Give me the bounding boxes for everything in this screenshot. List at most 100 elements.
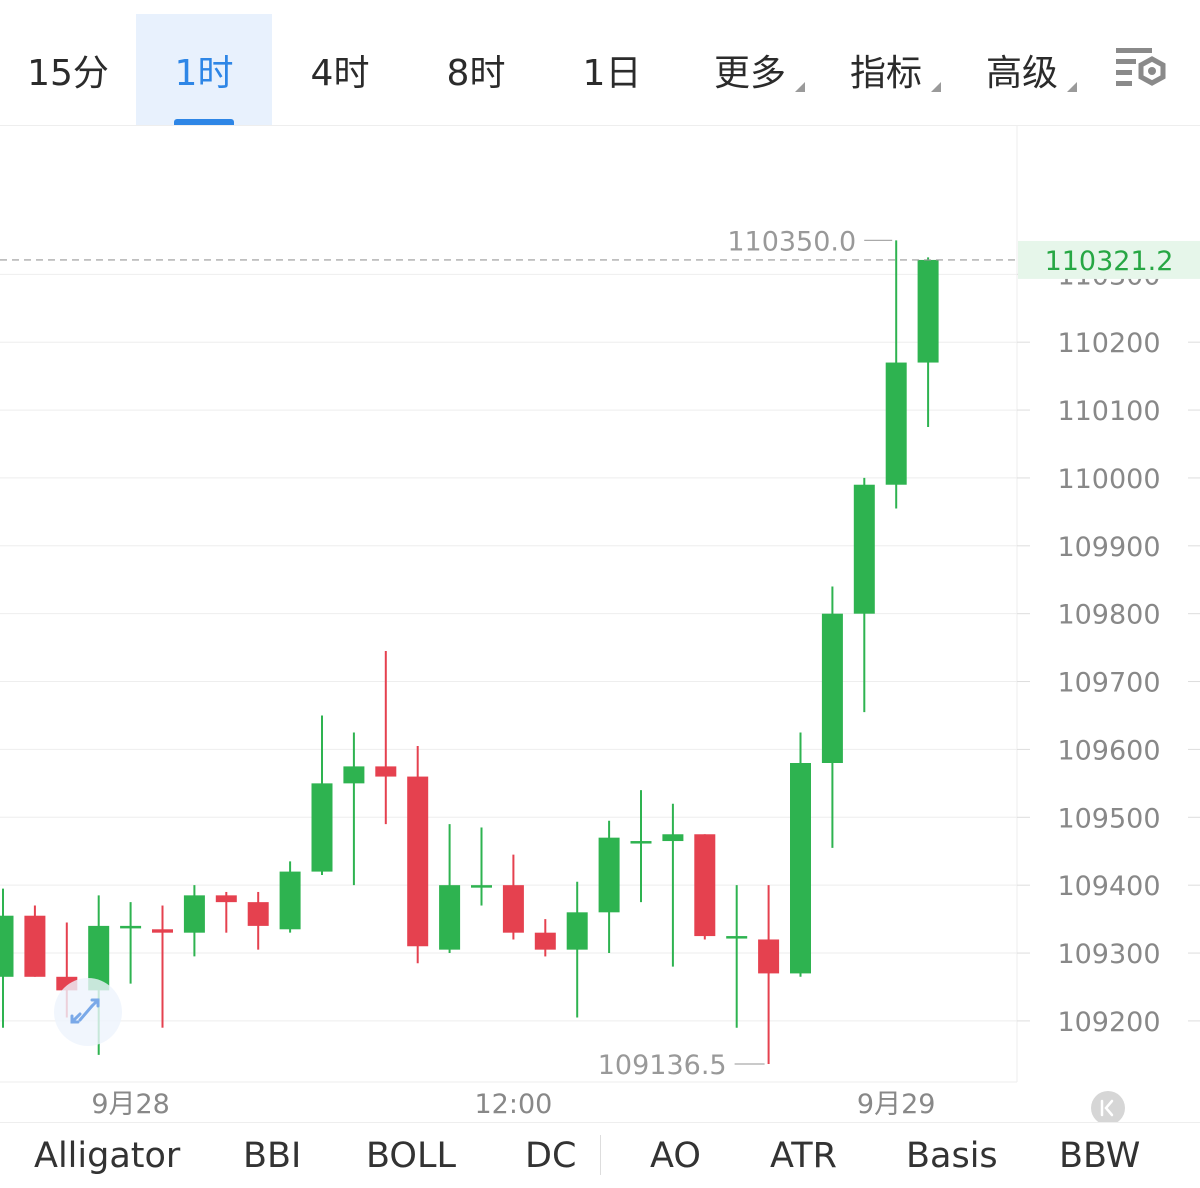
- expand-arrows-icon: [70, 998, 100, 1024]
- candle-body: [630, 841, 652, 844]
- candle-body: [790, 763, 811, 974]
- candle-down: [407, 746, 429, 964]
- fullscreen-button[interactable]: [54, 978, 122, 1046]
- x-tick-label: 9月29: [857, 1089, 936, 1120]
- dropdown-triangle-icon: [795, 82, 805, 92]
- y-tick-label: 109900: [1057, 532, 1160, 563]
- candle-up: [343, 732, 365, 886]
- price-axis: 1103001102001101001100001099001098001097…: [1017, 260, 1200, 1038]
- tab-8h[interactable]: 8时: [408, 14, 544, 125]
- candle-up: [630, 790, 652, 903]
- tab-label: 4时: [310, 52, 370, 94]
- tab-4h[interactable]: 4时: [272, 14, 408, 125]
- candle-up: [471, 827, 492, 906]
- candle-body: [439, 885, 461, 950]
- candle-body: [821, 613, 843, 763]
- tab-1d[interactable]: 1日: [544, 14, 680, 125]
- y-tick-label: 110000: [1057, 464, 1160, 495]
- y-tick-label: 110100: [1057, 396, 1160, 427]
- candle-body: [343, 766, 365, 784]
- candle-body: [502, 885, 524, 933]
- last-price-badge: [1018, 240, 1200, 279]
- candle-up: [853, 477, 875, 713]
- candle-body: [853, 484, 875, 614]
- candle-down: [758, 885, 780, 1065]
- indicator-dc[interactable]: DC: [525, 1135, 577, 1176]
- indicator-bbi[interactable]: BBI: [243, 1135, 302, 1176]
- indicator-bbw[interactable]: BBW: [1059, 1135, 1141, 1176]
- candle-body: [534, 932, 556, 950]
- candle-body: [694, 834, 716, 937]
- candle-body: [598, 837, 620, 913]
- candle-up: [885, 240, 907, 509]
- candle-down: [502, 854, 524, 940]
- candle-body: [247, 902, 269, 926]
- candle-body: [0, 915, 14, 977]
- high-marker-label: 110350.0: [727, 226, 856, 257]
- candle-body: [726, 936, 748, 939]
- candle-up: [183, 885, 205, 957]
- indicator-dropdown[interactable]: 指标: [826, 14, 946, 125]
- more-dropdown[interactable]: 更多: [690, 14, 810, 125]
- candle-up: [821, 586, 843, 848]
- candle-up: [0, 888, 14, 1028]
- candle-body: [566, 912, 588, 950]
- candlestick-chart[interactable]: 1103001102001101001100001099001098001097…: [0, 125, 1200, 1122]
- candle-up: [662, 803, 684, 967]
- last-price-label: 110321.2: [1045, 246, 1174, 277]
- tab-label: 1日: [582, 52, 642, 94]
- candle-body: [407, 776, 429, 947]
- y-tick-label: 110200: [1057, 328, 1160, 359]
- y-tick-label: 109500: [1057, 803, 1160, 834]
- candle-body: [662, 834, 684, 842]
- indicator-alligator[interactable]: Alligator: [34, 1135, 181, 1176]
- x-tick-label: 9月28: [91, 1089, 170, 1120]
- indicator-separator: [600, 1135, 601, 1175]
- grid: [0, 273, 1017, 1022]
- tab-label: 8时: [446, 52, 506, 94]
- indicator-ao[interactable]: AO: [650, 1135, 701, 1176]
- indicator-boll[interactable]: BOLL: [366, 1135, 456, 1176]
- candle-body: [88, 925, 110, 991]
- dropdown-triangle-icon: [931, 82, 941, 92]
- low-marker-label: 109136.5: [598, 1050, 727, 1081]
- candle-body: [885, 362, 907, 485]
- candle-body: [917, 259, 939, 363]
- time-axis: 9月28 12:00 9月29: [91, 1089, 935, 1120]
- tab-15m[interactable]: 15分: [0, 14, 136, 125]
- y-tick-label: 109800: [1057, 600, 1160, 631]
- dropdown-label: 高级: [985, 52, 1058, 94]
- candle-up: [439, 824, 461, 954]
- candle-body: [215, 895, 237, 903]
- candle-up: [917, 257, 939, 428]
- tab-1h[interactable]: 1时: [136, 14, 272, 125]
- candle-up: [566, 881, 588, 1018]
- y-tick-label: 109200: [1057, 1007, 1160, 1038]
- candle-body: [758, 939, 780, 974]
- candle-body: [279, 871, 301, 930]
- tab-label: 15分: [27, 52, 109, 94]
- candle-up: [726, 885, 748, 1028]
- dropdown-triangle-icon: [1067, 82, 1077, 92]
- y-tick-label: 109300: [1057, 939, 1160, 970]
- dropdown-label: 指标: [849, 52, 922, 94]
- candle-down: [152, 905, 173, 1028]
- advanced-dropdown[interactable]: 高级: [962, 14, 1082, 125]
- candle-up: [120, 902, 142, 984]
- indicator-atr[interactable]: ATR: [770, 1135, 837, 1176]
- candle-down: [247, 891, 269, 950]
- scroll-to-latest-icon: [1100, 1099, 1114, 1117]
- candle-up: [279, 861, 301, 933]
- candle-body: [183, 895, 205, 933]
- active-tab-indicator: [174, 119, 234, 125]
- indicator-bar: Alligator BBI BOLL DC AO ATR Basis BBW: [0, 1122, 1200, 1188]
- candle-down: [215, 891, 237, 933]
- interval-toolbar: 15分 1时 4时 8时 1日 更多 指标 高级: [0, 0, 1200, 126]
- chart-settings-button[interactable]: [1112, 44, 1172, 96]
- scroll-to-latest-button[interactable]: [1091, 1091, 1125, 1122]
- indicator-basis[interactable]: Basis: [906, 1135, 998, 1176]
- candle-body: [120, 925, 142, 929]
- candle-down: [534, 919, 556, 957]
- candle-down: [694, 834, 716, 940]
- candle-up: [790, 732, 811, 977]
